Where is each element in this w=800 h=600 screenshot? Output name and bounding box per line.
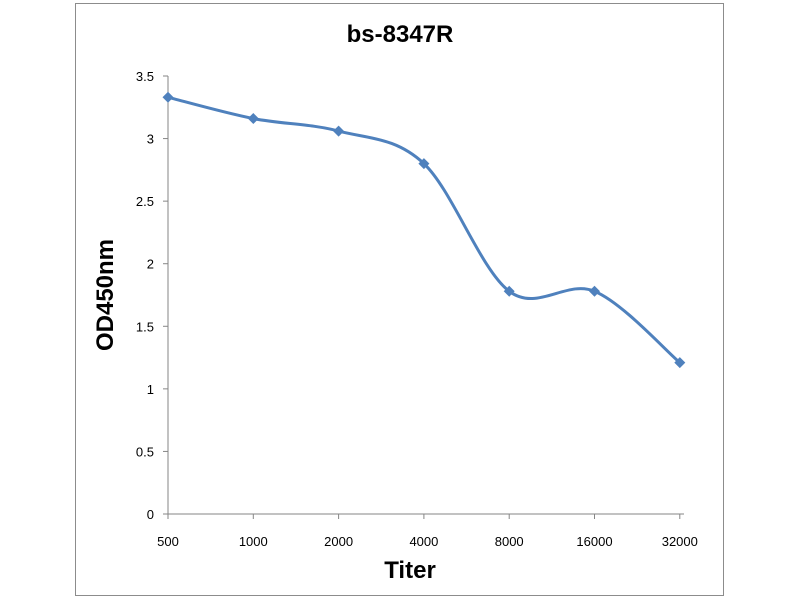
chart-title: bs-8347R	[347, 21, 454, 48]
x-axis-ticks: 500 1000 2000 4000 8000 16000 32000	[157, 514, 698, 549]
series-line	[167, 95, 681, 364]
data-point-marker	[589, 285, 600, 297]
y-tick-label: 3	[147, 132, 154, 147]
x-tick-label: 32000	[662, 534, 698, 549]
data-point-marker	[503, 285, 515, 297]
y-tick-label: 3.5	[136, 69, 154, 84]
x-axis-title: Titer	[384, 557, 436, 584]
y-tick-label: 2	[147, 257, 154, 272]
data-point-marker	[674, 357, 686, 369]
y-tick-label: 1	[147, 382, 154, 397]
data-point-marker	[162, 91, 174, 103]
y-axis-ticks: 0 0.5 1 1.5 2 2.5 3 3.5	[136, 69, 168, 522]
x-tick-label: 16000	[576, 534, 612, 549]
data-point-marker	[418, 158, 430, 170]
x-tick-label: 4000	[409, 534, 438, 549]
y-tick-label: 1.5	[136, 319, 154, 334]
data-point-marker	[333, 125, 345, 137]
y-tick-label: 0.5	[136, 444, 154, 459]
x-tick-label: 1000	[239, 534, 268, 549]
y-tick-label: 2.5	[136, 194, 154, 209]
data-point-marker	[247, 113, 259, 125]
x-tick-label: 2000	[324, 534, 353, 549]
x-tick-label: 500	[157, 534, 179, 549]
y-tick-label: 0	[147, 507, 154, 522]
y-axis-title: OD450nm	[92, 239, 119, 351]
series-markers	[162, 91, 686, 369]
x-tick-label: 8000	[495, 534, 524, 549]
